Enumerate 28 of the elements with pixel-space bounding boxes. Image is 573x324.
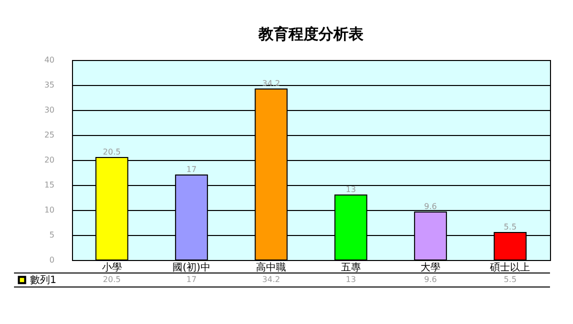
data-label: 13 (346, 275, 356, 284)
y-tick-label: 0 (49, 256, 54, 264)
annotation: 9.6 (424, 202, 437, 211)
annotation: 13 (346, 185, 356, 194)
data-label: 20.5 (102, 275, 121, 284)
chart-title: 教育程度分析表 (258, 25, 364, 43)
y-tick-label: 25 (44, 130, 54, 140)
y-tick-label: 35 (44, 80, 54, 90)
x-tick-label: 國(初)中 (172, 262, 210, 274)
legend-label: 數列1 (30, 274, 56, 286)
y-tick-label: 5 (49, 230, 54, 240)
annotation: 17 (186, 165, 197, 174)
x-tick-label: 小學 (102, 262, 122, 274)
annotation: 5.5 (504, 222, 517, 232)
y-tick-label: 40 (44, 56, 54, 64)
data-label: 34.2 (262, 275, 280, 284)
x-tick-label: 碩士以上 (489, 262, 530, 274)
data-label: 17 (186, 275, 197, 284)
y-tick-label: 20 (44, 156, 54, 164)
data-label: 9.6 (424, 275, 437, 284)
y-tick-label: 30 (44, 106, 54, 114)
x-tick-label: 高中職 (256, 262, 286, 274)
annotation: 20.5 (102, 148, 121, 156)
y-tick-label: 15 (44, 180, 54, 190)
x-tick-label: 大學 (420, 262, 440, 274)
data-label: 5.5 (504, 275, 517, 284)
x-tick-label: 五專 (340, 262, 361, 274)
y-tick-label: 10 (44, 206, 54, 214)
